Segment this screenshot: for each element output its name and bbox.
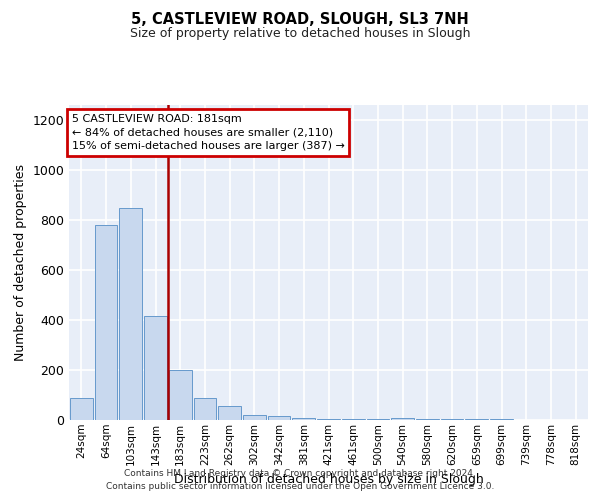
Bar [95, 225, 118, 420]
Bar [144, 316, 167, 420]
Bar [70, 398, 93, 420]
Bar [441, 419, 463, 420]
Bar [243, 415, 266, 420]
Text: Contains public sector information licensed under the Open Government Licence 3.: Contains public sector information licen… [106, 482, 494, 491]
Text: 5, CASTLEVIEW ROAD, SLOUGH, SL3 7NH: 5, CASTLEVIEW ROAD, SLOUGH, SL3 7NH [131, 12, 469, 28]
Y-axis label: Number of detached properties: Number of detached properties [14, 164, 27, 361]
Bar [317, 419, 340, 420]
Bar [268, 416, 290, 420]
Bar [416, 419, 439, 420]
Bar [218, 406, 241, 420]
Bar [490, 419, 513, 420]
Bar [367, 419, 389, 420]
Bar [342, 419, 365, 420]
Bar [391, 418, 414, 420]
Bar [292, 418, 315, 420]
Bar [119, 208, 142, 420]
X-axis label: Distribution of detached houses by size in Slough: Distribution of detached houses by size … [173, 473, 484, 486]
Bar [169, 370, 191, 420]
Bar [194, 398, 216, 420]
Bar [466, 419, 488, 420]
Text: Size of property relative to detached houses in Slough: Size of property relative to detached ho… [130, 28, 470, 40]
Text: 5 CASTLEVIEW ROAD: 181sqm
← 84% of detached houses are smaller (2,110)
15% of se: 5 CASTLEVIEW ROAD: 181sqm ← 84% of detac… [71, 114, 344, 151]
Text: Contains HM Land Registry data © Crown copyright and database right 2024.: Contains HM Land Registry data © Crown c… [124, 468, 476, 477]
